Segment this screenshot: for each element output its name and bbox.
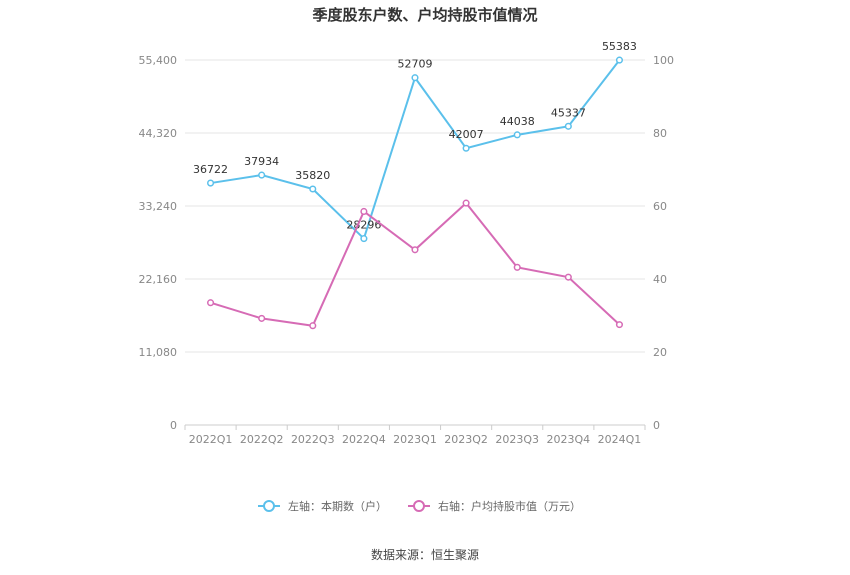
- legend[interactable]: 左轴：本期数（户） 右轴：户均持股市值（万元）: [258, 499, 581, 513]
- right-axis: 0 20 40 60 80 100: [653, 54, 674, 432]
- series-1-point: [513, 263, 521, 271]
- legend-item-1[interactable]: 右轴：户均持股市值（万元）: [408, 499, 581, 513]
- left-tick-label: 44,320: [139, 127, 178, 140]
- data-label: 36722: [193, 163, 228, 176]
- x-tick-label: 2023Q1: [393, 433, 437, 446]
- x-tick-label: 2022Q2: [240, 433, 284, 446]
- left-tick-label: 0: [170, 419, 177, 432]
- data-label: 42007: [449, 128, 484, 141]
- data-label: 35820: [295, 169, 330, 182]
- grid: [185, 59, 645, 426]
- right-tick-label: 80: [653, 127, 667, 140]
- series-1-point: [564, 273, 572, 281]
- legend-label: 左轴：本期数（户）: [288, 499, 387, 513]
- series-0-point: [462, 144, 470, 152]
- x-tick-label: 2022Q1: [189, 433, 233, 446]
- series-line-1: [210, 201, 621, 327]
- data-label: 37934: [244, 155, 279, 168]
- series-0-point: [258, 171, 266, 179]
- legend-label: 右轴：户均持股市值（万元）: [438, 499, 581, 513]
- left-tick-label: 33,240: [139, 200, 178, 213]
- legend-marker-icon: [413, 500, 425, 512]
- series-0-point: [513, 131, 521, 139]
- data-label: 55383: [602, 40, 637, 53]
- series-1-point: [615, 321, 623, 329]
- left-axis: 0 11,080 22,160 33,240 44,320 55,400: [139, 54, 178, 432]
- right-tick-label: 0: [653, 419, 660, 432]
- series-0-point: [564, 122, 572, 130]
- right-tick-label: 20: [653, 346, 667, 359]
- source-note: 数据来源：恒生聚源: [371, 547, 479, 562]
- series-1-point: [258, 314, 266, 322]
- series-1-point: [360, 207, 368, 216]
- left-tick-label: 55,400: [139, 54, 178, 67]
- x-tick-label: 2023Q4: [547, 433, 591, 446]
- right-tick-label: 100: [653, 54, 674, 67]
- series-0-point: [411, 74, 419, 82]
- chart-title: 季度股东户数、户均持股市值情况: [312, 6, 537, 24]
- series-line-0: [210, 59, 621, 241]
- data-label: 28296: [346, 219, 381, 232]
- right-tick-label: 40: [653, 273, 667, 286]
- series-1-point: [411, 246, 419, 254]
- x-tick-label: 2023Q3: [495, 433, 539, 446]
- series-0-point: [207, 179, 215, 187]
- series-1-point: [462, 199, 470, 207]
- series-1-point: [207, 299, 215, 307]
- x-axis: 2022Q1 2022Q2 2022Q3 2022Q4 2023Q1 2023Q2 2023…: [184, 425, 646, 446]
- x-tick-label: 2024Q1: [598, 433, 642, 446]
- left-tick-label: 11,080: [139, 346, 178, 359]
- data-label: 45337: [551, 106, 586, 119]
- legend-marker-icon: [263, 500, 275, 512]
- series-layer: 36722 37934 35820 28296 52709 42007 44038 45337…: [193, 40, 637, 330]
- x-tick-label: 2022Q4: [342, 433, 386, 446]
- data-label: 52709: [398, 58, 433, 71]
- series-1-point: [309, 322, 317, 330]
- right-tick-label: 60: [653, 200, 667, 213]
- series-0-point: [615, 56, 623, 64]
- series-0-point: [309, 185, 317, 193]
- left-tick-label: 22,160: [139, 273, 178, 286]
- x-tick-label: 2022Q3: [291, 433, 335, 446]
- x-tick-label: 2023Q2: [444, 433, 488, 446]
- legend-item-0[interactable]: 左轴：本期数（户）: [258, 499, 387, 513]
- data-label: 44038: [500, 115, 535, 128]
- series-0-point: [360, 235, 368, 243]
